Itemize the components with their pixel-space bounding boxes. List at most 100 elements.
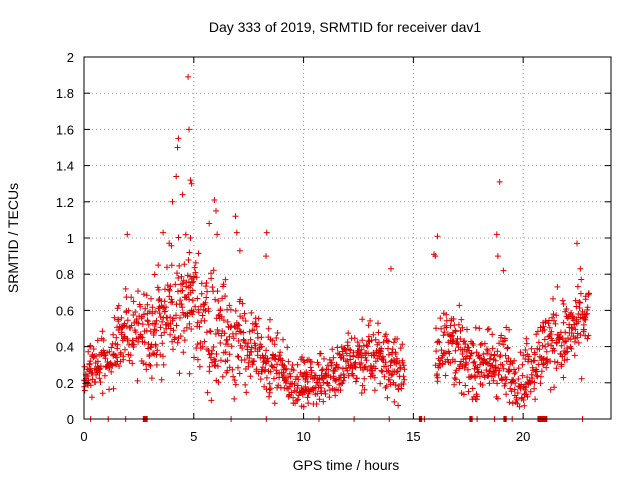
data-point	[224, 367, 231, 374]
data-point	[515, 376, 522, 382]
data-point	[321, 388, 328, 394]
data-point	[204, 288, 211, 295]
data-point	[352, 378, 359, 385]
data-point	[576, 305, 583, 311]
data-point	[147, 328, 154, 335]
data-point	[201, 317, 208, 324]
data-point	[185, 257, 192, 263]
data-point	[109, 362, 116, 369]
data-point	[139, 334, 146, 341]
data-point	[469, 385, 476, 392]
data-point	[584, 335, 591, 342]
data-point	[477, 341, 484, 348]
data-point	[520, 397, 527, 403]
data-point	[217, 306, 224, 313]
data-point	[491, 351, 498, 358]
data-point	[358, 360, 365, 366]
data-point	[196, 323, 203, 330]
data-point	[540, 361, 546, 368]
data-point	[284, 344, 291, 351]
data-point	[181, 261, 188, 268]
data-point	[172, 281, 179, 288]
data-point	[512, 369, 519, 376]
data-point	[233, 229, 240, 236]
data-point	[189, 279, 196, 286]
data-point	[562, 329, 569, 336]
data-point	[266, 393, 272, 400]
data-point	[182, 231, 189, 238]
data-point	[397, 364, 404, 371]
data-point	[456, 302, 463, 309]
data-point	[175, 135, 182, 142]
data-point	[266, 380, 273, 387]
data-point	[214, 363, 221, 370]
data-point	[522, 387, 529, 393]
data-point	[457, 336, 464, 342]
data-point	[258, 334, 265, 341]
data-point	[535, 339, 542, 346]
data-point	[142, 305, 149, 312]
data-point	[516, 403, 523, 410]
data-point	[342, 347, 349, 353]
data-point	[222, 349, 229, 356]
data-point	[97, 363, 104, 370]
data-point	[258, 343, 265, 350]
data-point	[512, 380, 519, 387]
data-point	[370, 352, 377, 359]
data-point	[87, 342, 94, 349]
data-point	[97, 379, 104, 386]
data-point	[232, 381, 239, 388]
data-point	[157, 351, 164, 358]
data-point	[577, 265, 584, 272]
data-point	[274, 330, 281, 336]
data-point	[267, 368, 274, 375]
data-point	[338, 372, 344, 379]
data-point	[328, 359, 335, 366]
data-point	[378, 345, 385, 352]
data-point	[248, 344, 255, 351]
data-point	[384, 394, 391, 401]
y-tick-label: 1.8	[56, 86, 74, 101]
data-point	[171, 334, 178, 341]
data-point	[372, 365, 379, 372]
data-point	[331, 368, 338, 375]
data-point	[164, 314, 171, 321]
data-point	[517, 349, 524, 356]
data-point	[466, 355, 473, 362]
data-point	[252, 342, 259, 349]
data-point	[226, 351, 233, 358]
data-point	[549, 337, 556, 344]
data-point	[327, 374, 334, 381]
data-point	[379, 353, 386, 360]
data-point	[361, 375, 368, 382]
data-point	[372, 336, 379, 343]
data-point	[89, 369, 96, 376]
y-tick-label: 0.2	[56, 376, 74, 391]
data-point	[511, 357, 518, 364]
data-point	[498, 332, 505, 339]
data-point	[210, 267, 217, 274]
data-point	[452, 327, 459, 334]
y-tick-label: 1	[67, 231, 74, 246]
data-point	[240, 329, 247, 336]
data-point	[271, 400, 278, 407]
data-point	[96, 375, 103, 382]
data-point	[85, 377, 92, 384]
data-point	[140, 291, 147, 298]
data-point	[577, 299, 583, 306]
data-point	[385, 351, 392, 358]
data-point	[478, 355, 485, 362]
data-point	[189, 297, 196, 304]
data-point	[220, 317, 227, 324]
data-point	[168, 242, 175, 249]
data-point	[177, 314, 183, 321]
data-point	[329, 346, 336, 353]
data-point	[263, 253, 269, 260]
data-point	[265, 325, 272, 332]
data-point	[547, 386, 554, 393]
data-point	[335, 376, 342, 383]
data-point	[294, 382, 301, 389]
data-point	[191, 354, 197, 361]
data-point	[502, 380, 509, 387]
data-point	[434, 371, 441, 378]
